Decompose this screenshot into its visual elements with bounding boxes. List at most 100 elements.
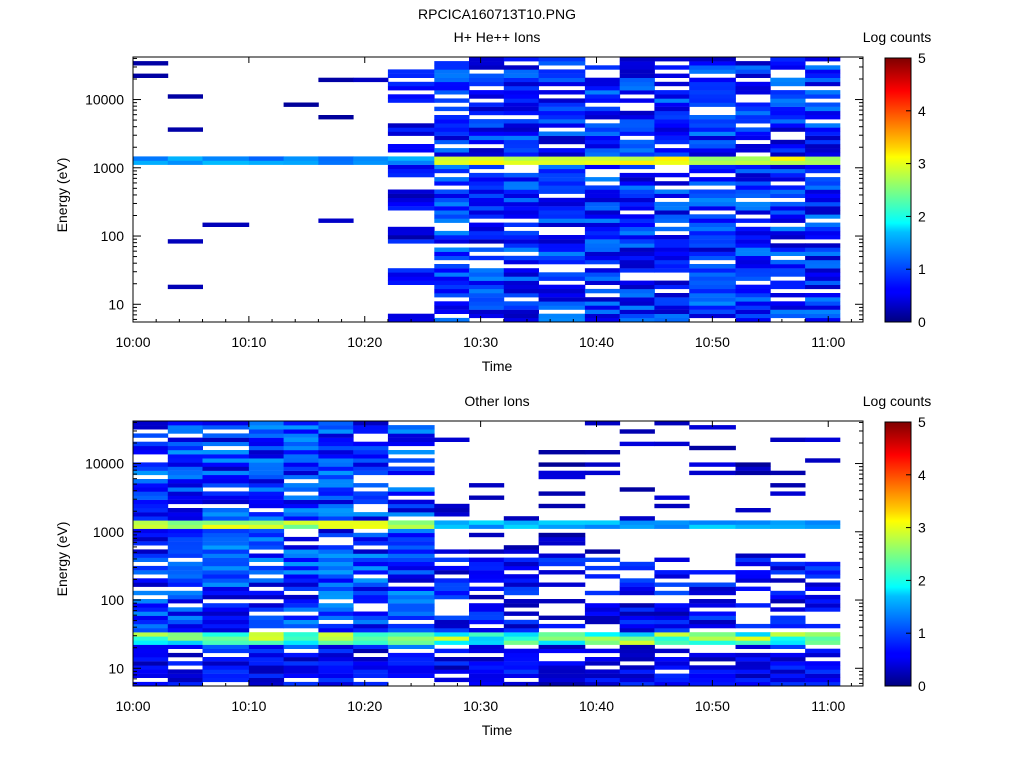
heatmap-cell — [805, 197, 841, 203]
heatmap-cell — [202, 603, 250, 608]
heatmap-cell — [469, 255, 505, 261]
heatmap-cell — [167, 553, 203, 558]
heatmap-cell — [619, 578, 655, 583]
heatmap-cell — [503, 582, 539, 587]
figure-title: RPCICA160713T10.PNG — [418, 6, 576, 22]
heatmap-cell — [202, 532, 250, 538]
heatmap-cell — [387, 73, 435, 78]
heatmap-cell — [469, 164, 505, 170]
heatmap-cell — [469, 160, 505, 165]
heatmap-cell — [689, 520, 736, 525]
heatmap-cell — [805, 214, 841, 219]
heatmap-cell — [689, 669, 736, 674]
heatmap-cell — [248, 536, 285, 542]
heatmap-cell — [619, 524, 655, 529]
heatmap-cell — [387, 673, 435, 678]
heatmap-cell — [387, 657, 435, 662]
heatmap-cell — [689, 201, 736, 207]
heatmap-cell — [735, 61, 771, 66]
x-tick-label: 10:10 — [231, 698, 266, 714]
heatmap-cell — [469, 293, 505, 298]
heatmap-cell — [654, 193, 690, 198]
heatmap-cell — [469, 561, 505, 567]
heatmap-cell — [584, 520, 621, 525]
heatmap-cell — [689, 611, 736, 616]
heatmap-cell — [619, 673, 655, 678]
heatmap-cell — [805, 640, 841, 645]
heatmap-cell — [619, 239, 655, 244]
heatmap-cell — [248, 491, 285, 496]
heatmap-cell — [318, 520, 354, 525]
heatmap-cell — [387, 570, 435, 575]
heatmap-cell — [538, 243, 586, 248]
heatmap-cell — [538, 177, 586, 182]
heatmap-cell — [770, 127, 806, 132]
heatmap-cell — [619, 123, 655, 128]
heatmap-cell — [735, 156, 771, 161]
heatmap-cell — [584, 222, 621, 227]
heatmap-cell — [318, 582, 354, 587]
heatmap-cell — [283, 433, 319, 438]
heatmap-cell — [434, 206, 470, 211]
heatmap-cell — [503, 255, 539, 261]
heatmap-cell — [770, 590, 806, 596]
heatmap-cell — [469, 483, 505, 488]
heatmap-cell — [619, 222, 655, 227]
heatmap-cell — [735, 578, 771, 583]
heatmap-cell — [202, 222, 250, 227]
heatmap-cell — [434, 565, 470, 571]
heatmap-cell — [434, 255, 470, 261]
heatmap-cell — [805, 309, 841, 314]
x-tick-label: 10:00 — [115, 698, 150, 714]
heatmap-cell — [202, 648, 250, 654]
heatmap-cell — [689, 239, 736, 244]
heatmap-cell — [503, 673, 539, 678]
heatmap-cell — [434, 280, 470, 285]
heatmap-cell — [805, 106, 841, 112]
heatmap-cell — [689, 61, 736, 66]
heatmap-cell — [770, 309, 806, 314]
heatmap-cell — [619, 139, 655, 145]
heatmap-cell — [434, 636, 470, 641]
heatmap-cell — [202, 545, 250, 550]
heatmap-cell — [805, 139, 841, 145]
heatmap-cell — [133, 557, 169, 562]
heatmap-cell — [805, 230, 841, 236]
heatmap-cell — [735, 561, 771, 567]
heatmap-cell — [283, 102, 319, 107]
heatmap-cell — [619, 565, 655, 571]
heatmap-cell — [538, 106, 586, 112]
heatmap-cell — [469, 57, 505, 62]
heatmap-cell — [202, 425, 250, 430]
heatmap-cell — [770, 264, 806, 269]
heatmap-cell — [503, 259, 539, 265]
heatmap-cell — [735, 288, 771, 294]
heatmap-cell — [538, 661, 586, 666]
heatmap-cell — [735, 189, 771, 194]
heatmap-cell — [584, 152, 621, 157]
heatmap-cell — [503, 657, 539, 662]
heatmap-cell — [619, 644, 655, 649]
heatmap-cell — [248, 623, 285, 629]
heatmap-cell — [133, 499, 169, 505]
heatmap-cell — [503, 90, 539, 95]
heatmap-cell — [619, 603, 655, 608]
heatmap-cell — [353, 623, 389, 629]
heatmap-cell — [283, 565, 319, 571]
heatmap-cell — [503, 636, 539, 641]
heatmap-cell — [387, 230, 435, 236]
heatmap-cell — [387, 156, 435, 161]
heatmap-cell — [735, 226, 771, 232]
heatmap-cell — [584, 127, 621, 132]
heatmap-cell — [584, 301, 621, 306]
heatmap-cell — [689, 301, 736, 306]
heatmap-cell — [619, 309, 655, 314]
heatmap-cell — [735, 135, 771, 141]
heatmap-cell — [133, 483, 169, 488]
heatmap-cell — [538, 123, 586, 128]
heatmap-cell — [805, 81, 841, 87]
heatmap-cell — [584, 251, 621, 256]
heatmap-cell — [202, 640, 250, 645]
heatmap-cell — [805, 561, 841, 567]
heatmap-cell — [387, 160, 435, 165]
